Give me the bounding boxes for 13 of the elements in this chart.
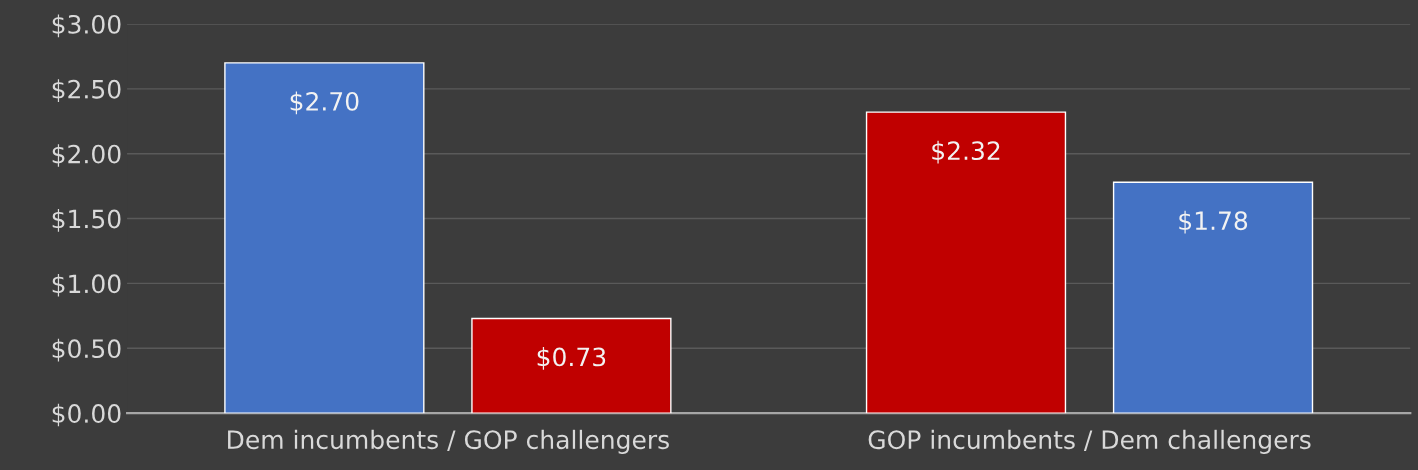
- y-tick-label: $2.00: [52, 144, 121, 167]
- data-label: $2.32: [932, 140, 1000, 164]
- y-tick-label: $1.00: [52, 273, 121, 297]
- data-label: $0.73: [537, 347, 606, 370]
- x-tick-label: GOP incumbents / Dem challengers: [868, 429, 1311, 454]
- x-tick-label: Dem incumbents / GOP challengers: [228, 429, 669, 454]
- y-tick-label: $2.50: [52, 79, 121, 102]
- data-label: $1.78: [1179, 210, 1248, 234]
- y-tick-label: $3.00: [52, 14, 121, 38]
- y-tick-label: $1.50: [52, 209, 121, 232]
- y-tick-label: $0.50: [52, 338, 121, 362]
- data-label: $2.70: [290, 91, 359, 115]
- y-tick-label: $0.00: [52, 403, 121, 427]
